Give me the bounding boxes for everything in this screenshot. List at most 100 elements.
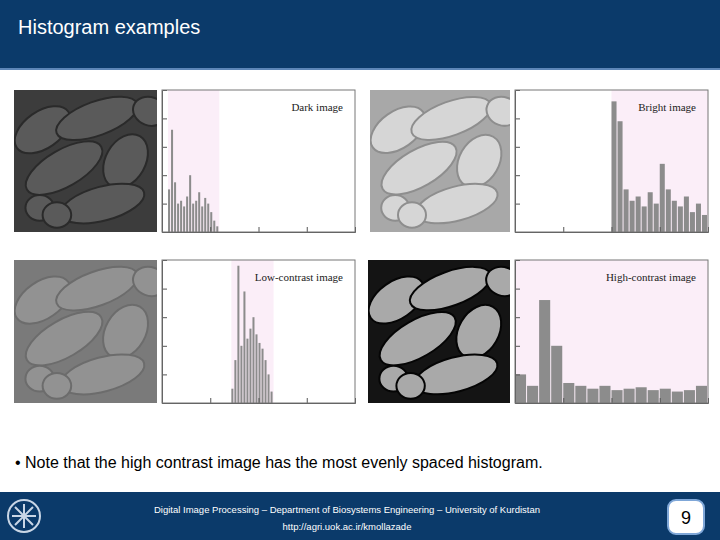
- y-tick: [515, 118, 520, 119]
- histogram-bar: [177, 204, 179, 232]
- pollen-grain: [129, 92, 157, 130]
- histogram-bar: [192, 204, 194, 232]
- x-tick: [563, 227, 564, 232]
- header-rule: [0, 68, 720, 70]
- histogram-bar: [660, 389, 671, 403]
- slide: Histogram examplesDark imageBright image…: [0, 0, 720, 540]
- histogram-bar: [259, 343, 261, 403]
- histogram-bar: [268, 374, 270, 403]
- histogram-bar: [213, 221, 215, 232]
- chart-title: Bright image: [638, 101, 696, 113]
- pollen-grain: [43, 373, 72, 399]
- x-tick: [563, 398, 564, 403]
- histogram-bar: [618, 121, 623, 232]
- histogram: High-contrast image: [515, 260, 709, 404]
- histogram-bar: [252, 317, 254, 403]
- logo-cross: [12, 504, 36, 528]
- histogram-bar: [648, 390, 659, 403]
- y-tick: [162, 118, 167, 119]
- pollen-grain: [412, 176, 502, 231]
- histogram-bar: [515, 374, 526, 403]
- y-tick-mark: [162, 147, 167, 148]
- y-axis-line: [163, 261, 168, 404]
- footer-band: [0, 492, 720, 540]
- page-number: 9: [681, 508, 691, 528]
- x-tick-mark: [210, 227, 211, 232]
- histogram-bar: [666, 189, 671, 232]
- histogram-bar: [599, 386, 610, 403]
- histogram-bar: [271, 392, 273, 403]
- histogram-bar: [672, 201, 677, 232]
- x-tick: [259, 398, 260, 403]
- y-tick-mark: [162, 175, 167, 176]
- plot-area: [515, 260, 708, 403]
- y-tick: [515, 317, 520, 318]
- histogram-bar: [587, 389, 598, 403]
- pollen-grain: [43, 202, 72, 228]
- histogram-bar: [246, 339, 248, 403]
- y-tick-mark: [515, 175, 520, 176]
- x-tick: [210, 398, 211, 403]
- histogram-bar: [696, 204, 701, 232]
- plot-frame: [515, 260, 708, 403]
- histogram-bar: [636, 197, 641, 233]
- x-tick: [660, 398, 661, 403]
- y-tick: [162, 147, 167, 148]
- histogram-bar: [648, 192, 653, 232]
- chart-title: High-contrast image: [606, 271, 696, 283]
- x-tick: [259, 227, 260, 232]
- photo: [6, 88, 171, 232]
- y-tick: [515, 346, 520, 347]
- plot-area: [168, 90, 219, 232]
- page-box: [668, 500, 704, 534]
- histogram-bar: [255, 334, 257, 403]
- plot-background: [162, 90, 355, 232]
- histogram-bar: [186, 197, 188, 233]
- histogram-bar: [684, 390, 695, 403]
- histogram-bar: [551, 346, 562, 403]
- header-band: [0, 0, 720, 68]
- x-tick-mark: [259, 398, 260, 403]
- plot-area: [612, 90, 709, 232]
- x-tick: [210, 227, 211, 232]
- pollen-grain: [396, 373, 424, 399]
- footer-text: Digital Image Processing – Department of…: [154, 504, 540, 515]
- histogram-bar: [189, 175, 191, 232]
- x-tick: [612, 398, 613, 403]
- pollen-grain: [410, 347, 501, 402]
- histogram-bar: [171, 130, 173, 232]
- range-shade: [612, 90, 709, 232]
- photo: [6, 258, 171, 403]
- y-tick-mark: [515, 374, 520, 375]
- x-tick-mark: [259, 227, 260, 232]
- pollen-grain: [57, 176, 149, 231]
- histogram-bar: [539, 300, 550, 403]
- plot-frame: [162, 260, 355, 403]
- histogram-bar: [575, 386, 586, 403]
- range-shade: [168, 90, 219, 232]
- histogram-bar: [198, 192, 200, 232]
- histogram-bar: [612, 390, 623, 403]
- y-tick: [515, 289, 520, 290]
- histogram-bar: [240, 346, 242, 403]
- histogram-bar: [210, 212, 212, 232]
- histogram-bar: [642, 206, 647, 232]
- y-tick: [515, 374, 520, 375]
- y-tick-mark: [162, 317, 167, 318]
- y-axis-line: [516, 261, 521, 404]
- histogram-bar: [183, 206, 185, 232]
- pollen-grain: [57, 347, 149, 402]
- plot-background: [515, 260, 708, 403]
- histogram-bar: [654, 204, 659, 232]
- histogram: Bright image: [515, 90, 709, 233]
- y-tick: [162, 175, 167, 176]
- histogram-bar: [624, 389, 635, 403]
- y-tick: [162, 346, 167, 347]
- histogram-bar: [690, 212, 695, 232]
- pollen-grain: [482, 92, 510, 130]
- histogram-bar: [216, 226, 218, 232]
- y-axis: [515, 261, 520, 404]
- y-axis: [162, 261, 167, 404]
- y-tick: [515, 147, 520, 148]
- histogram-bar: [672, 392, 683, 403]
